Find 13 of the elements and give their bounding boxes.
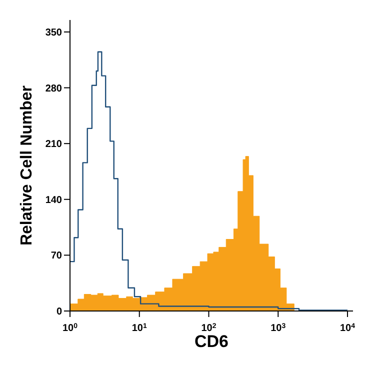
y-tick-label: 70: [50, 250, 62, 262]
y-tick-label: 0: [56, 306, 62, 318]
x-axis-title: CD6: [194, 332, 229, 351]
x-tick-label: 10$^{4}$: [340, 322, 356, 334]
y-tick-label: 140: [45, 194, 62, 206]
x-tick-label: 10$^{1}$: [132, 322, 147, 334]
y-tick-label: 350: [45, 28, 62, 39]
y-axis-title: Relative Cell Number: [18, 85, 36, 246]
y-tick-label: 280: [45, 83, 62, 94]
x-tick-label: 10$^{0}$: [62, 322, 78, 334]
x-tick-label: 10$^{3}$: [270, 322, 286, 334]
x-tick-label: 10$^{2}$: [201, 322, 216, 334]
y-tick-label: 210: [45, 139, 62, 150]
